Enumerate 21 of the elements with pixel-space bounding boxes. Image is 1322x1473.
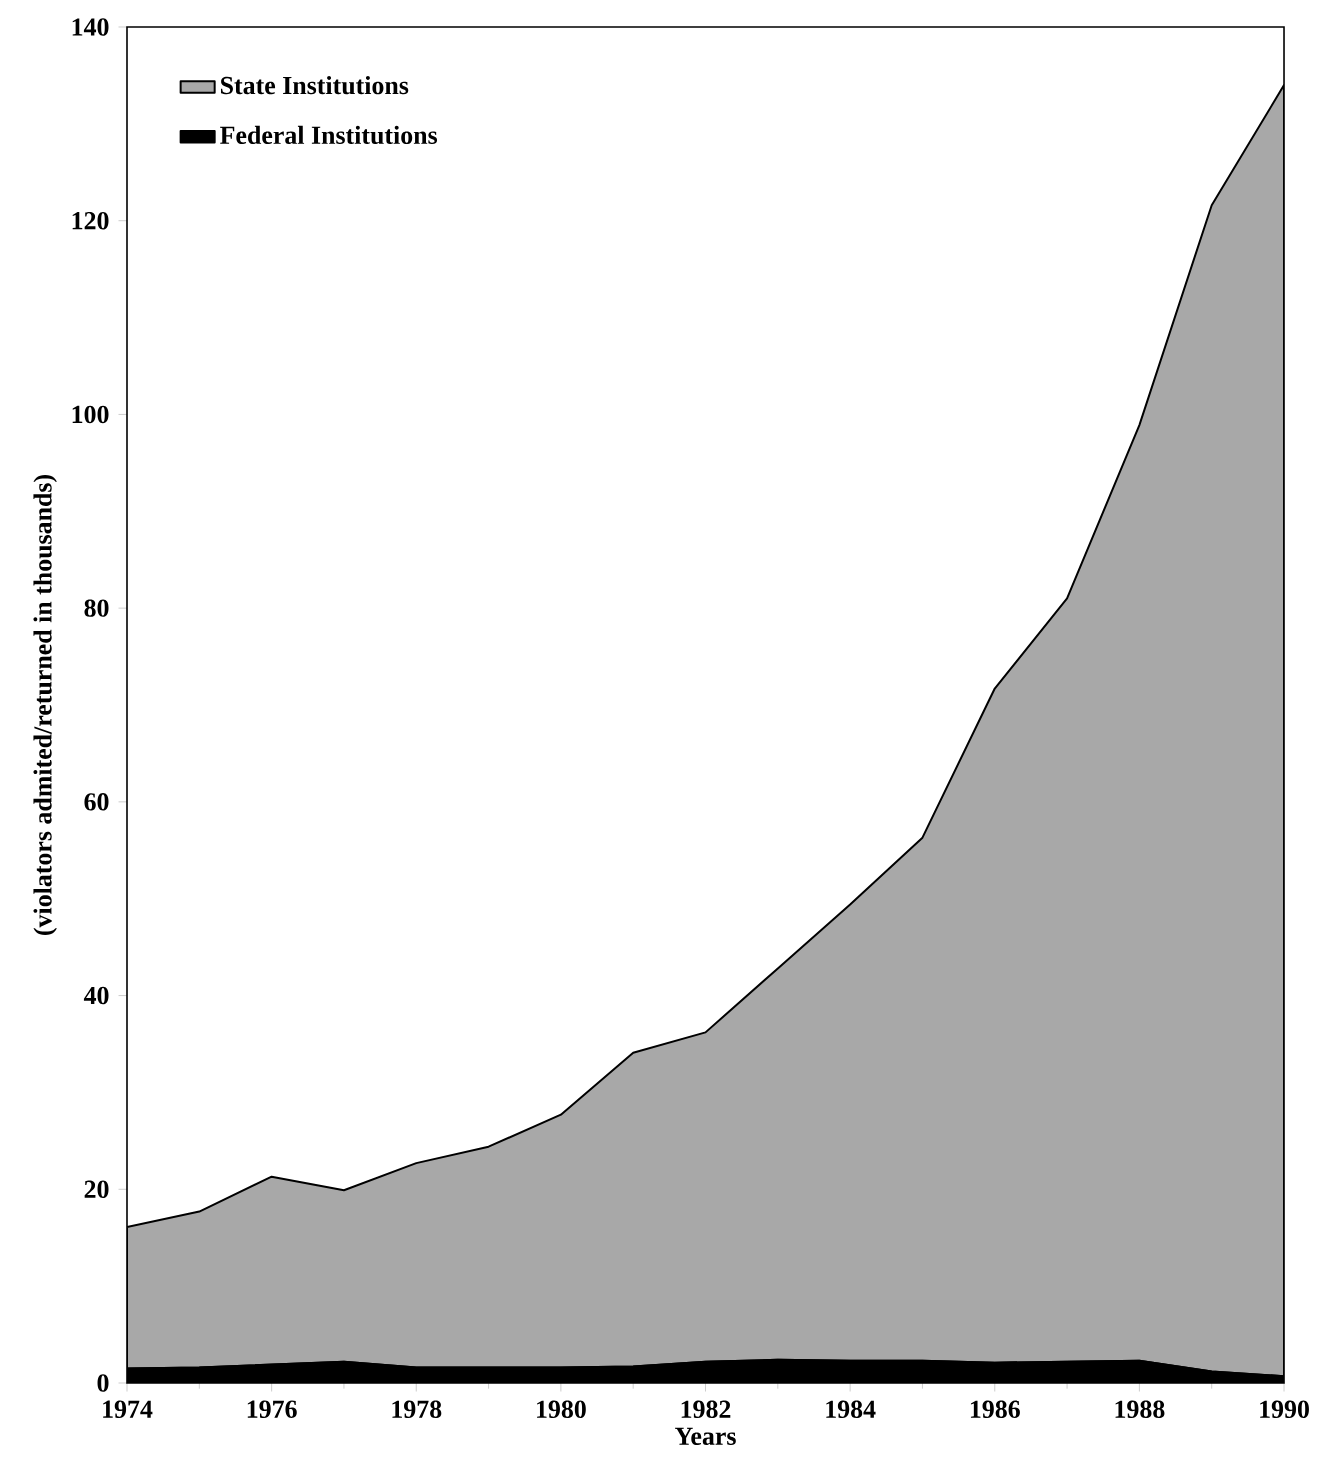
y-tick-label: 120 (72, 211, 109, 230)
y-tick-label: 60 (84, 793, 109, 811)
x-tick-label: 1976 (247, 1400, 297, 1418)
x-tick-label: 1980 (537, 1400, 586, 1419)
x-tick-label: 1974 (103, 1400, 153, 1418)
legend-label: State Institutions (221, 76, 409, 95)
y-tick-label: 40 (83, 986, 109, 1005)
x-tick-label: 1978 (392, 1400, 442, 1419)
y-tick-label: 100 (72, 405, 109, 424)
y-tick-label: 80 (84, 599, 109, 617)
y-tick-label: 20 (84, 1180, 109, 1199)
y-axis-title: (violators admited/returned in thousands) (33, 475, 57, 935)
y-tick-label: 0 (97, 1374, 109, 1392)
x-tick-label: 1982 (681, 1400, 731, 1419)
x-axis-title: Years (675, 1427, 736, 1445)
x-tick-label: 1986 (970, 1400, 1020, 1419)
x-tick-label: 1988 (1115, 1400, 1165, 1419)
x-tick-label: 1990 (1260, 1400, 1309, 1419)
x-tick-label: 1984 (826, 1400, 876, 1419)
legend-label: Federal Institutions (220, 125, 438, 145)
y-tick-label: 140 (72, 18, 109, 36)
